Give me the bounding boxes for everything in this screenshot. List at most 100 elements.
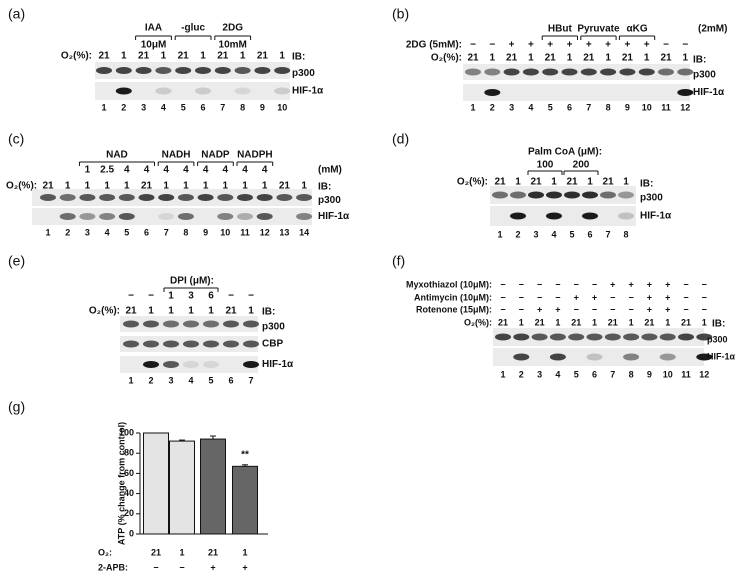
row-value: − — [519, 279, 524, 289]
row-value: + — [605, 40, 611, 51]
group-sub: 10μM — [141, 40, 167, 51]
lane-number: 13 — [279, 227, 289, 237]
blot-strip — [120, 356, 258, 373]
row-label: Rotenone (15μM): — [416, 304, 492, 314]
row-value: − — [682, 40, 688, 51]
row-value: + — [586, 40, 592, 51]
lane-number: 4 — [551, 229, 556, 239]
row-value: − — [500, 279, 505, 289]
row-value: − — [128, 291, 134, 302]
x-tick-label: 1 — [179, 547, 184, 557]
row-value: 1 — [592, 317, 597, 327]
blot-band — [586, 353, 603, 361]
row-label: O₂(%): — [431, 53, 462, 64]
blot-band — [96, 67, 112, 74]
row-value: + — [647, 292, 652, 302]
blot-band — [484, 89, 501, 96]
row-value: − — [489, 40, 495, 51]
blot-band — [619, 68, 636, 76]
row-value: 21 — [178, 51, 190, 62]
row-value: 21 — [622, 53, 634, 64]
lane-number: 7 — [610, 369, 615, 379]
y-tick-label: 0 — [129, 528, 134, 538]
blot-label: p300 — [693, 70, 716, 81]
blot-band — [522, 68, 539, 76]
blot-band — [582, 212, 598, 220]
blot-band — [296, 194, 313, 201]
group-label: αKG — [626, 24, 647, 35]
y-axis-label: ATP (% change from control) — [116, 422, 126, 545]
blot-band — [99, 213, 116, 220]
lane-number: 4 — [528, 102, 533, 112]
blot-band — [155, 87, 172, 95]
lane-number: 10 — [663, 369, 673, 379]
lane-number: 3 — [537, 369, 542, 379]
blot-band — [618, 191, 634, 199]
group-label: NADPH — [237, 150, 273, 161]
blot-band — [118, 213, 135, 220]
blot-band — [600, 68, 617, 76]
row-value: − — [592, 279, 597, 289]
x-tick-label: 21 — [151, 547, 161, 557]
ib-label: IB: — [292, 52, 305, 63]
lane-number: 3 — [533, 229, 538, 239]
row-value: 1 — [200, 51, 206, 62]
lane-number: 5 — [548, 102, 553, 112]
blot-band — [256, 194, 273, 201]
row-value: − — [683, 292, 688, 302]
row-value: + — [665, 279, 670, 289]
row-label: O₂(%): — [457, 177, 488, 188]
blot-band — [696, 333, 713, 341]
row-value: 21 — [530, 177, 542, 188]
blot-strip — [463, 84, 690, 101]
blot-band — [623, 333, 640, 341]
row-value: 1 — [702, 317, 707, 327]
blot-band — [678, 333, 694, 341]
row-value: 1 — [644, 53, 650, 64]
blot-band — [510, 191, 526, 199]
group-label: HBut — [548, 24, 573, 35]
group-label: 200 — [573, 160, 590, 171]
blot-band — [561, 68, 578, 76]
row-value: 4 — [183, 165, 189, 176]
row-value: 21 — [681, 317, 691, 327]
row-value: 1 — [168, 306, 174, 317]
lane-number: 2 — [121, 102, 126, 112]
lane-number: 10 — [642, 102, 652, 112]
lane-number: 11 — [240, 227, 250, 237]
row-value: + — [610, 279, 615, 289]
row-value: + — [628, 279, 633, 289]
lane-number: 4 — [161, 102, 166, 112]
blot-band — [197, 194, 214, 201]
blot-band — [256, 213, 273, 220]
row-value: − — [555, 292, 560, 302]
blot-band — [195, 87, 211, 95]
lane-number: 9 — [625, 102, 630, 112]
row-label: Antimycin (10μM): — [414, 292, 492, 302]
bar — [232, 465, 258, 535]
treatment-label: 2-APB: — [98, 562, 128, 572]
row-value: 21 — [467, 53, 479, 64]
blot-band — [659, 353, 676, 361]
row-value: 1 — [161, 51, 167, 62]
blot-band — [513, 333, 530, 341]
blot-band — [217, 213, 234, 220]
row-value: − — [470, 40, 476, 51]
group-label: Pyruvate — [577, 24, 620, 35]
blot-band — [641, 333, 658, 341]
blot-band — [243, 340, 259, 348]
blot-band — [203, 361, 219, 368]
row-value: 2.5 — [100, 165, 114, 176]
lane-number: 10 — [220, 227, 230, 237]
blot-band — [118, 194, 135, 201]
row-value: − — [702, 279, 707, 289]
blot-band — [135, 67, 152, 74]
heading: Palm CoA (μM): — [528, 147, 602, 158]
lane-number: 4 — [188, 375, 193, 385]
blot-band — [59, 194, 76, 201]
row-value: 21 — [279, 181, 291, 192]
blot-band — [549, 333, 566, 341]
blot-band — [203, 340, 219, 348]
blot-band — [123, 340, 139, 348]
row-value: 1 — [85, 181, 91, 192]
